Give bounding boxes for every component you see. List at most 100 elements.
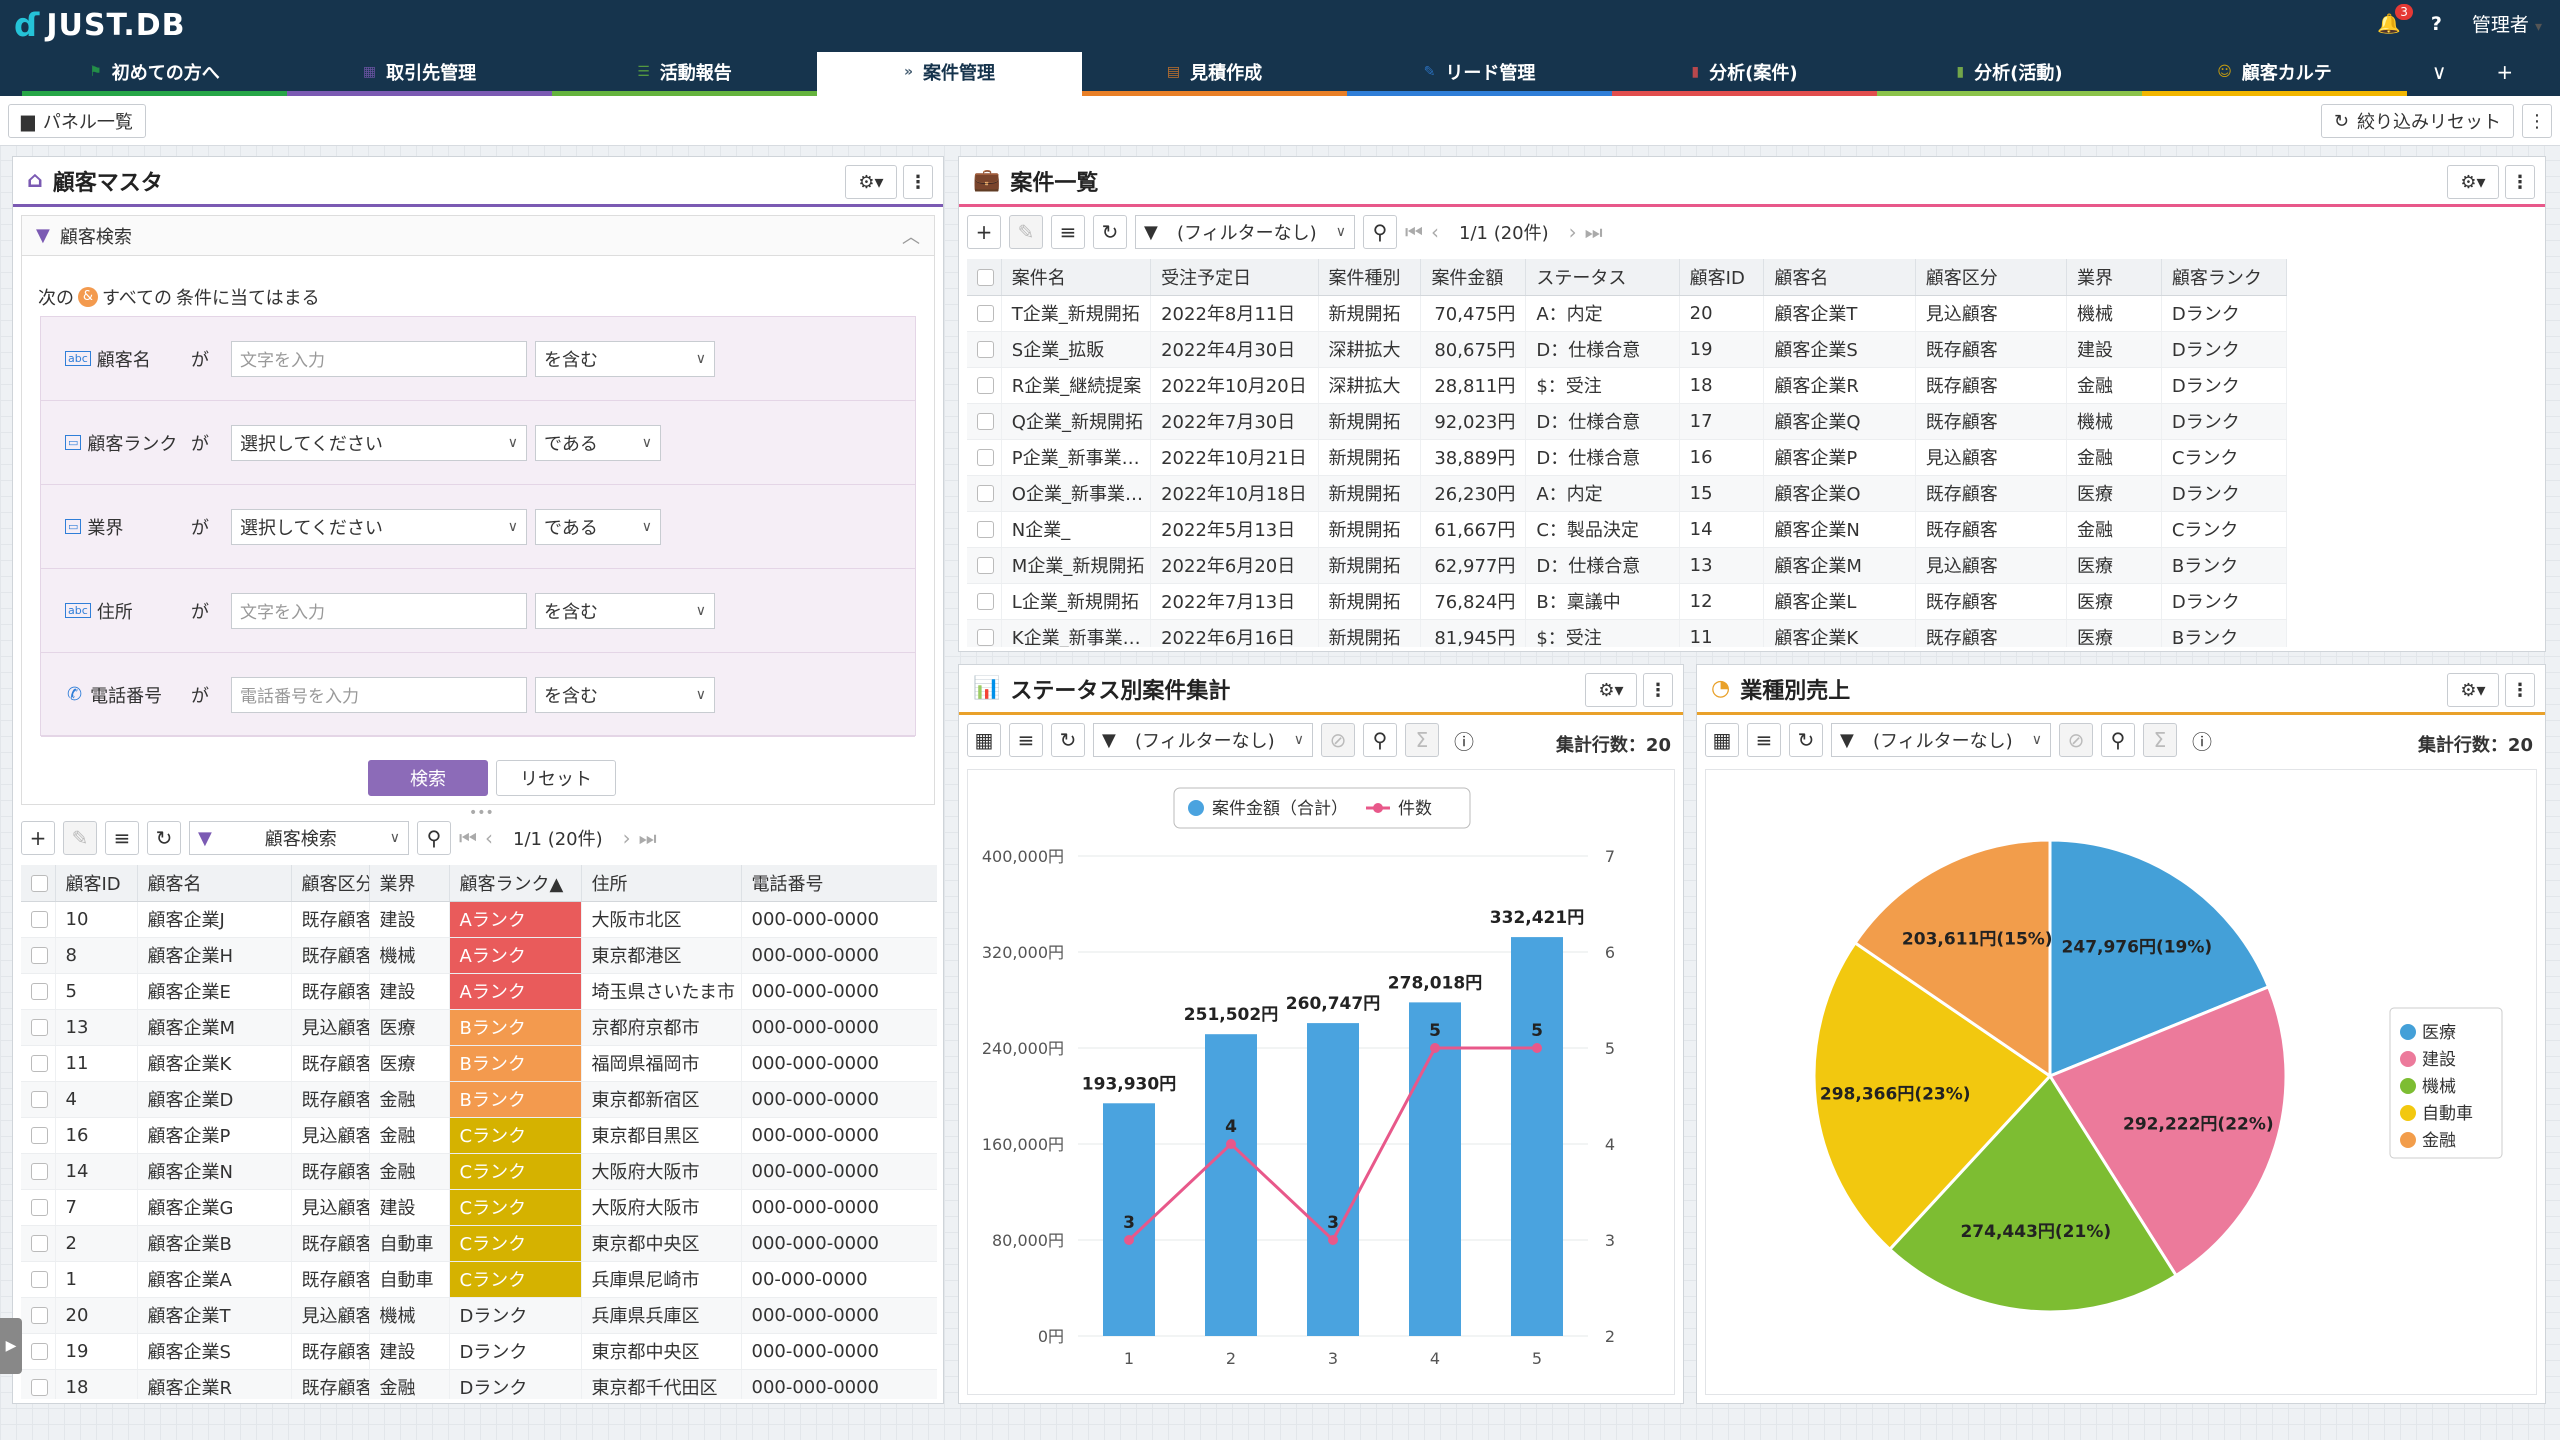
row-checkbox[interactable] — [31, 983, 48, 1000]
settings-button[interactable]: ⚙▾ — [2447, 673, 2499, 707]
column-header[interactable]: 案件種別 — [1318, 259, 1422, 296]
info-button[interactable]: ⓘ — [1447, 723, 1481, 757]
row-checkbox[interactable] — [977, 413, 994, 430]
table-row[interactable]: 13 顧客企業M 見込顧客 医療 Bランク 京都府京都市 000-000-0000 — [21, 1009, 937, 1046]
column-header[interactable]: 住所 — [581, 865, 742, 902]
reset-filter-button[interactable]: ↻ 絞り込みリセット — [2320, 104, 2514, 138]
column-header[interactable]: 業界 — [2066, 259, 2162, 296]
more-menu-button[interactable]: ⋮ — [2522, 104, 2552, 138]
filter-operator-select[interactable]: を含む ∨ — [535, 676, 715, 713]
next-page-icon[interactable]: › — [1568, 220, 1577, 244]
first-page-icon[interactable]: ⏮ — [459, 826, 477, 850]
row-checkbox[interactable] — [977, 449, 994, 466]
view-select[interactable]: ▼ 顧客検索 ∨ — [189, 821, 409, 855]
column-header[interactable]: 案件金額 — [1420, 259, 1527, 296]
row-checkbox[interactable] — [977, 485, 994, 502]
row-checkbox[interactable] — [31, 1055, 48, 1072]
row-checkbox[interactable] — [31, 1091, 48, 1108]
filter-select[interactable]: ▼ (フィルターなし) ∨ — [1831, 723, 2051, 757]
table-row[interactable]: 2 顧客企業B 既存顧客 自動車 Cランク 東京都中央区 000-000-0000 — [21, 1225, 937, 1262]
table-row[interactable]: 1 顧客企業A 既存顧客 自動車 Cランク 兵庫県尼崎市 00-000-0000 — [21, 1261, 937, 1298]
condition-toggle-icon[interactable]: & — [78, 287, 98, 307]
row-checkbox[interactable] — [31, 1343, 48, 1360]
table-row[interactable]: 4 顧客企業D 既存顧客 金融 Bランク 東京都新宿区 000-000-0000 — [21, 1081, 937, 1118]
search-header[interactable]: ▼ 顧客検索 ︿ — [22, 216, 934, 256]
table-row[interactable]: T企業_新規開拓 2022年8月11日 新規開拓 70,475円 A：内定 20 顧客企業T… — [967, 295, 2288, 332]
search-button[interactable]: 検索 — [368, 760, 488, 796]
tab-4[interactable]: » 案件管理 — [817, 52, 1082, 96]
column-header[interactable]: 業界 — [369, 865, 450, 902]
row-checkbox[interactable] — [977, 557, 994, 574]
refresh-button[interactable]: ↻ — [1789, 723, 1823, 757]
table-row[interactable]: 5 顧客企業E 既存顧客 建設 Aランク 埼玉県さいたま市 000-000-0000 — [21, 973, 937, 1010]
table-row[interactable]: 10 顧客企業J 既存顧客 建設 Aランク 大阪市北区 000-000-0000 — [21, 901, 937, 938]
row-checkbox[interactable] — [31, 1379, 48, 1396]
table-row[interactable]: 20 顧客企業T 見込顧客 機械 Dランク 兵庫県兵庫区 000-000-0000 — [21, 1297, 937, 1334]
row-checkbox[interactable] — [31, 1199, 48, 1216]
column-header[interactable]: ステータス — [1525, 259, 1680, 296]
table-row[interactable]: S企業_拡販 2022年4月30日 深耕拡大 80,675円 D：仕様合意 19 顧客企業S… — [967, 331, 2288, 368]
row-checkbox[interactable] — [977, 305, 994, 322]
filter-select[interactable]: ▼ (フィルターなし) ∨ — [1135, 215, 1355, 249]
search-icon-button[interactable]: ⚲ — [2101, 723, 2135, 757]
clear-filter-button[interactable]: ⊘ — [2059, 723, 2093, 757]
user-menu[interactable]: 管理者 ▾ — [2471, 14, 2542, 36]
notification-icon[interactable]: 🔔 3 — [2377, 4, 2413, 35]
row-checkbox[interactable] — [977, 341, 994, 358]
panel-menu-button[interactable]: ⋮ — [2505, 165, 2535, 199]
sum-button[interactable]: Σ — [1405, 723, 1439, 757]
column-header[interactable]: 顧客ランク — [2161, 259, 2288, 296]
table-view-button[interactable]: ▦ — [967, 723, 1001, 757]
table-row[interactable]: 8 顧客企業H 既存顧客 機械 Aランク 東京都港区 000-000-0000 — [21, 937, 937, 974]
first-page-icon[interactable]: ⏮ — [1405, 220, 1423, 244]
filter-operator-select[interactable]: を含む ∨ — [535, 340, 715, 377]
tab-1[interactable]: ⚑ 初めての方へ — [22, 52, 287, 96]
row-checkbox[interactable] — [31, 1235, 48, 1252]
settings-button[interactable]: ⚙▾ — [845, 165, 897, 199]
filter-operator-select[interactable]: である ∨ — [535, 424, 661, 461]
select-all-checkbox[interactable] — [977, 268, 994, 286]
panel-menu-button[interactable]: ⋮ — [903, 165, 933, 199]
add-button[interactable]: + — [21, 821, 55, 855]
table-row[interactable]: 19 顧客企業S 既存顧客 建設 Dランク 東京都中央区 000-000-0000 — [21, 1333, 937, 1370]
side-expand-handle[interactable]: ▶ — [0, 1318, 22, 1374]
reset-button[interactable]: リセット — [496, 760, 616, 796]
column-header[interactable]: 顧客区分 — [1915, 259, 2068, 296]
table-row[interactable]: Q企業_新規開拓 2022年7月30日 新規開拓 92,023円 D：仕様合意 17 顧客企… — [967, 403, 2288, 440]
search-icon-button[interactable]: ⚲ — [417, 821, 451, 855]
table-row[interactable]: N企業_ 2022年5月13日 新規開拓 61,667円 C：製品決定 14 顧客企業N 既存… — [967, 511, 2288, 548]
columns-button[interactable]: ≡ — [1009, 723, 1043, 757]
table-view-button[interactable]: ▦ — [1705, 723, 1739, 757]
help-icon[interactable]: ? — [2430, 12, 2442, 35]
column-header[interactable]: 顧客名 — [1763, 259, 1916, 296]
add-button[interactable]: + — [967, 215, 1001, 249]
tab-8[interactable]: ▮ 分析(活動) — [1877, 52, 2142, 96]
panel-menu-button[interactable]: ⋮ — [2505, 673, 2535, 707]
add-tab-icon[interactable]: + — [2496, 59, 2514, 84]
column-header[interactable]: 電話番号 — [741, 865, 937, 902]
search-icon-button[interactable]: ⚲ — [1363, 215, 1397, 249]
column-header[interactable]: 案件名 — [1001, 259, 1152, 296]
table-row[interactable]: M企業_新規開拓 2022年6月20日 新規開拓 62,977円 D：仕様合意 13 顧客企… — [967, 547, 2288, 584]
table-row[interactable]: 16 顧客企業P 見込顧客 金融 Cランク 東京都目黒区 000-000-0000 — [21, 1117, 937, 1154]
select-all-checkbox[interactable] — [31, 874, 48, 892]
column-header[interactable]: 顧客ランク▲ — [449, 865, 582, 902]
columns-button[interactable]: ≡ — [1747, 723, 1781, 757]
last-page-icon[interactable]: ⏭ — [638, 826, 657, 850]
row-checkbox[interactable] — [31, 1127, 48, 1144]
column-header[interactable]: 受注予定日 — [1150, 259, 1319, 296]
row-checkbox[interactable] — [977, 377, 994, 394]
tab-9[interactable]: ☺ 顧客カルテ — [2142, 52, 2407, 96]
filter-operator-select[interactable]: を含む ∨ — [535, 592, 715, 629]
column-header[interactable]: 顧客区分 — [291, 865, 370, 902]
column-header[interactable]: 顧客ID — [55, 865, 138, 902]
table-row[interactable]: P企業_新事業… 2022年10月21日 新規開拓 38,889円 D：仕様合意 16 顧客… — [967, 439, 2288, 476]
prev-page-icon[interactable]: ‹ — [1431, 220, 1439, 244]
row-checkbox[interactable] — [31, 1307, 48, 1324]
row-checkbox[interactable] — [31, 1163, 48, 1180]
table-row[interactable]: K企業_新事業… 2022年6月16日 新規開拓 81,945円 $：受注 11 顧客企業K… — [967, 619, 2288, 647]
sum-button[interactable]: Σ — [2143, 723, 2177, 757]
last-page-icon[interactable]: ⏭ — [1584, 220, 1603, 244]
resize-grip[interactable]: ••• — [469, 805, 494, 821]
tab-2[interactable]: ▦ 取引先管理 — [287, 52, 552, 96]
